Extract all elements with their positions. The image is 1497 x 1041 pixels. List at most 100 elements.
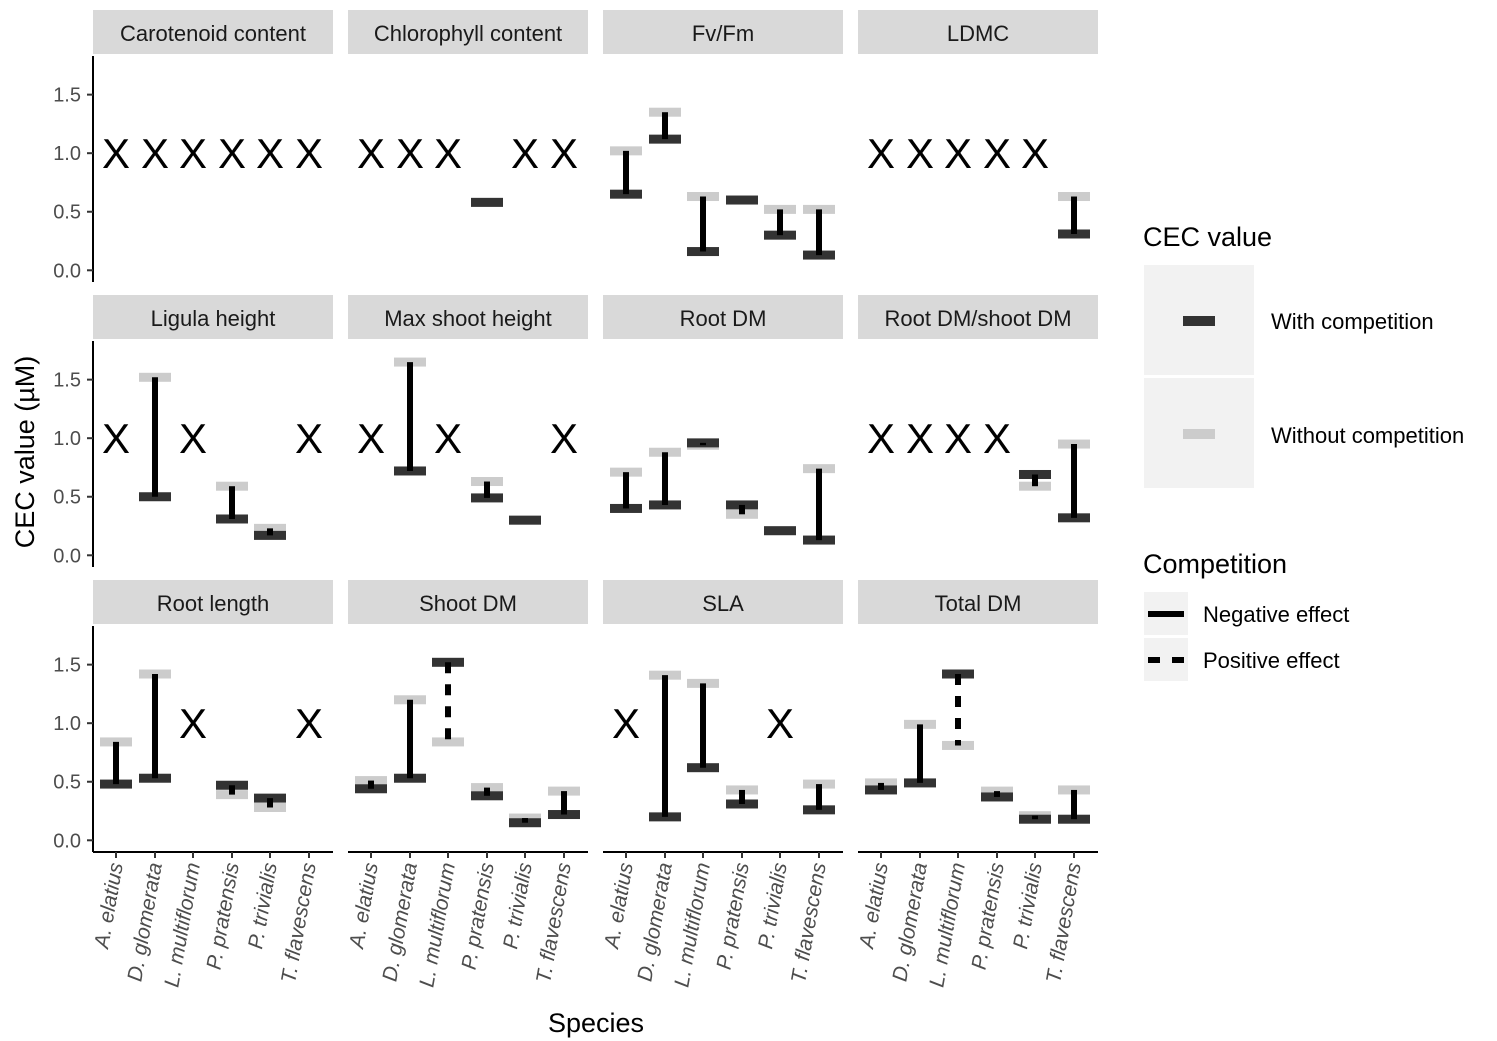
missing-marker: X [944,415,972,462]
missing-marker: X [295,130,323,177]
species-label: L. multiflorum [160,861,205,989]
species-label: P. trivialis [754,860,792,950]
facet-title: Ligula height [151,306,276,331]
facet-title: SLA [702,591,744,616]
missing-marker: X [983,415,1011,462]
species-label: D. glomerata [888,861,932,983]
facet-strip [603,295,843,339]
facet-strip [858,10,1098,54]
y-tick-label: 0.5 [53,487,81,509]
missing-marker: X [434,130,462,177]
facet-strip [348,580,588,624]
facet-strip [93,10,333,54]
y-tick-label: 1.0 [53,428,81,450]
missing-marker: X [357,130,385,177]
facet-strip [858,580,1098,624]
species-label: P. pratensis [967,860,1009,971]
species-label: A. elatius [90,860,128,952]
facet-sla: SLA X X [603,580,843,853]
y-tick-label: 0.0 [53,260,81,282]
species-label: A. elatius [345,860,383,952]
missing-marker: X [766,700,794,747]
facet-title: Total DM [935,591,1022,616]
missing-marker: X [179,415,207,462]
x-axis-title: Species [548,1008,644,1038]
y-tick-label: 0.0 [53,545,81,567]
missing-marker: X [906,415,934,462]
legend-label-positive-effect: Positive effect [1203,648,1340,673]
species-label: T. flavescens [532,860,576,984]
missing-marker: X [906,130,934,177]
facet-title: Max shoot height [384,306,552,331]
species-label: D. glomerata [378,861,422,983]
species-label: T. flavescens [787,860,831,984]
y-tick-label: 1.5 [53,370,81,392]
missing-marker: X [396,130,424,177]
facet-fv-fm: Fv/Fm [603,10,843,260]
missing-marker: X [434,415,462,462]
legend-label-negative-effect: Negative effect [1203,602,1349,627]
missing-marker: X [983,130,1011,177]
facet-strip [603,10,843,54]
facet-max-shoot-height: Max shoot height X X X [348,295,588,525]
facet-title: Root DM/shoot DM [884,306,1071,331]
missing-marker: X [357,415,385,462]
missing-marker: X [102,130,130,177]
y-tick-label: 0.5 [53,772,81,794]
missing-marker: X [612,700,640,747]
facet-root-dm-shoot-dm: Root DM/shoot DMX X X X [858,295,1098,523]
species-label: A. elatius [600,860,638,952]
facet-title: Root DM [680,306,767,331]
facet-strip [858,295,1098,339]
facet-title: Chlorophyll content [374,21,562,46]
with-competition-mark [726,195,758,205]
species-label: T. flavescens [1042,860,1086,984]
species-label: P. pratensis [457,860,499,971]
legend-key-without-competition [1183,429,1215,439]
facet-total-dm: Total DM [858,580,1098,853]
with-competition-mark [509,515,541,525]
facet-strip [603,580,843,624]
legend-cec-title: CEC value [1143,222,1272,252]
missing-marker: X [141,130,169,177]
missing-marker: X [179,700,207,747]
facet-root-dm: Root DM [603,295,843,545]
missing-marker: X [511,130,539,177]
with-competition-mark [610,503,642,513]
y-tick-label: 0.5 [53,202,81,224]
facet-root-length: Root length 0.0 0.5 1.0 1.5 X X [53,580,333,853]
facet-ligula-height: Ligula height 0.0 0.5 1.0 1.5 X X X [53,295,333,567]
facet-strip [93,295,333,339]
species-label: T. flavescens [277,860,321,984]
species-label: P. trivialis [1009,860,1047,950]
species-label: L. multiflorum [415,861,460,989]
y-tick-label: 1.0 [53,713,81,735]
y-tick-label: 1.0 [53,143,81,165]
missing-marker: X [256,130,284,177]
legend-competition-title: Competition [1143,549,1287,579]
facet-shoot-dm: Shoot DM [348,580,588,853]
y-tick-label: 1.5 [53,655,81,677]
legend: CEC value With competition Without compe… [1143,222,1464,681]
legend-label-without-competition: Without competition [1271,423,1464,448]
missing-marker: X [944,130,972,177]
species-label: D. glomerata [123,861,167,983]
facet-strip [93,580,333,624]
y-axis-title: CEC value (µM) [10,356,40,549]
facet-strip [348,10,588,54]
legend-label-with-competition: With competition [1271,309,1434,334]
facet-title: Fv/Fm [692,21,754,46]
missing-marker: X [867,415,895,462]
facet-title: LDMC [947,21,1009,46]
facet-title: Root length [157,591,270,616]
species-label: D. glomerata [633,861,677,983]
species-label: L. multiflorum [670,861,715,989]
facet-title: Shoot DM [419,591,517,616]
without-competition-mark [432,737,464,747]
species-label: P. trivialis [499,860,537,950]
